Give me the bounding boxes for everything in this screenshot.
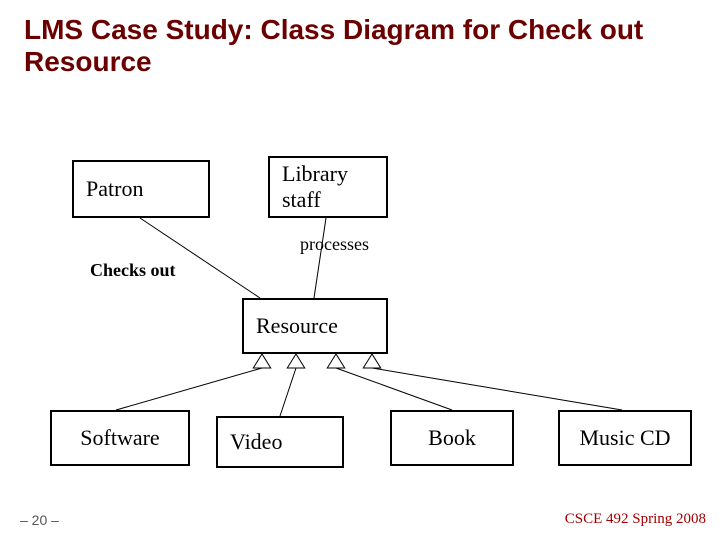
class-label: Book [428,425,476,451]
class-label: Librarystaff [282,161,348,213]
class-box-resource: Resource [242,298,388,354]
class-box-software: Software [50,410,190,466]
class-box-book: Book [390,410,514,466]
class-box-video: Video [216,416,344,468]
course-footer: CSCE 492 Spring 2008 [565,511,706,528]
class-label: Patron [86,176,143,202]
class-box-patron: Patron [72,160,210,218]
page-title: LMS Case Study: Class Diagram for Check … [24,14,720,78]
edge-label-checks-out: Checks out [90,260,176,281]
edge-label-processes: processes [300,234,369,255]
class-label: Software [80,425,159,451]
class-box-music-cd: Music CD [558,410,692,466]
class-label: Resource [256,313,338,339]
slide-number: – 20 – [20,512,59,528]
class-label: Video [230,429,282,455]
class-label: Music CD [579,425,670,451]
class-box-library-staff: Librarystaff [268,156,388,218]
